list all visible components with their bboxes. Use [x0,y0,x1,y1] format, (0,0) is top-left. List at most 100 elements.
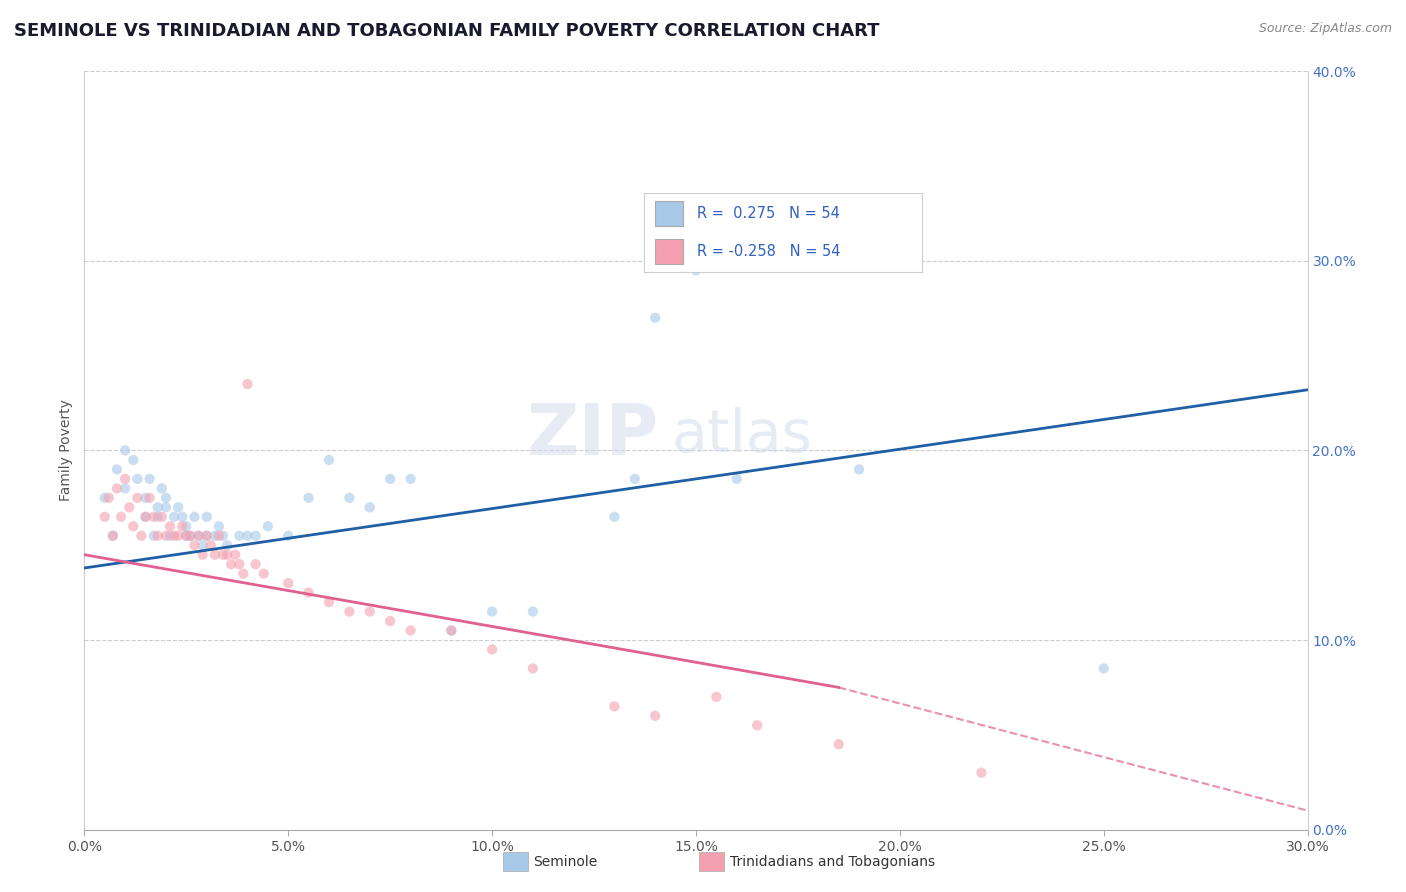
Point [146,529,169,543]
Point [138,491,160,505]
Point [1092,661,1115,675]
Point [105,462,128,476]
Point [399,472,422,486]
Point [298,585,321,599]
Point [208,529,231,543]
Point [224,548,246,562]
Point [236,377,259,392]
Point [522,661,544,675]
Text: SEMINOLE VS TRINIDADIAN AND TOBAGONIAN FAMILY POVERTY CORRELATION CHART: SEMINOLE VS TRINIDADIAN AND TOBAGONIAN F… [14,22,880,40]
Point [228,529,250,543]
Point [159,519,181,533]
Point [155,529,177,543]
Point [217,548,239,562]
Point [150,482,173,496]
Point [101,529,124,543]
Point [970,765,993,780]
Point [245,557,267,572]
Point [277,576,299,591]
Y-axis label: Family Poverty: Family Poverty [59,400,73,501]
Point [848,462,870,476]
Point [167,500,190,515]
Point [380,472,402,486]
Point [183,538,205,552]
Point [191,548,214,562]
Point [135,509,157,524]
Point [359,500,381,515]
Point [195,529,218,543]
Text: Trinidadians and Tobagonians: Trinidadians and Tobagonians [730,855,935,869]
Point [339,605,361,619]
Point [114,472,136,486]
Point [101,529,124,543]
Text: R = -0.258   N = 54: R = -0.258 N = 54 [697,244,841,259]
Point [93,491,115,505]
Point [440,624,463,638]
Point [122,453,145,467]
Point [217,538,239,552]
Point [135,509,157,524]
Point [245,529,267,543]
Point [167,529,190,543]
Point [257,519,280,533]
Text: ZIP: ZIP [527,401,659,470]
Point [204,529,226,543]
Point [172,519,194,533]
Point [624,472,647,486]
Point [159,529,181,543]
Point [179,529,201,543]
Point [318,453,340,467]
Point [685,263,707,277]
Point [195,529,218,543]
Point [146,509,169,524]
Point [212,548,235,562]
Point [163,529,186,543]
Point [105,482,128,496]
Point [298,491,321,505]
Point [481,642,503,657]
Point [787,216,810,230]
Point [399,624,422,638]
Point [200,538,222,552]
Text: Source: ZipAtlas.com: Source: ZipAtlas.com [1258,22,1392,36]
Point [644,310,666,325]
Point [208,519,231,533]
Point [747,718,769,732]
Bar [655,239,683,264]
Point [212,529,235,543]
Point [481,605,503,619]
Point [440,624,463,638]
Point [725,472,748,486]
Point [122,519,145,533]
Point [142,509,165,524]
Point [253,566,276,581]
Point [172,509,194,524]
Point [97,491,120,505]
Point [277,529,299,543]
Point [110,509,132,524]
Point [146,500,169,515]
Point [174,529,197,543]
Point [114,482,136,496]
Point [179,529,201,543]
Point [155,500,177,515]
Point [603,509,626,524]
Point [187,529,209,543]
Point [183,509,205,524]
Point [706,690,728,704]
Point [150,509,173,524]
Point [118,500,141,515]
Point [828,737,851,751]
Bar [655,201,683,226]
Point [359,605,381,619]
Point [219,557,242,572]
Text: R =  0.275   N = 54: R = 0.275 N = 54 [697,206,839,221]
Point [135,491,157,505]
Text: atlas: atlas [672,407,813,464]
Point [339,491,361,505]
Point [155,491,177,505]
Point [127,472,149,486]
Point [114,443,136,458]
Point [191,538,214,552]
Point [603,699,626,714]
